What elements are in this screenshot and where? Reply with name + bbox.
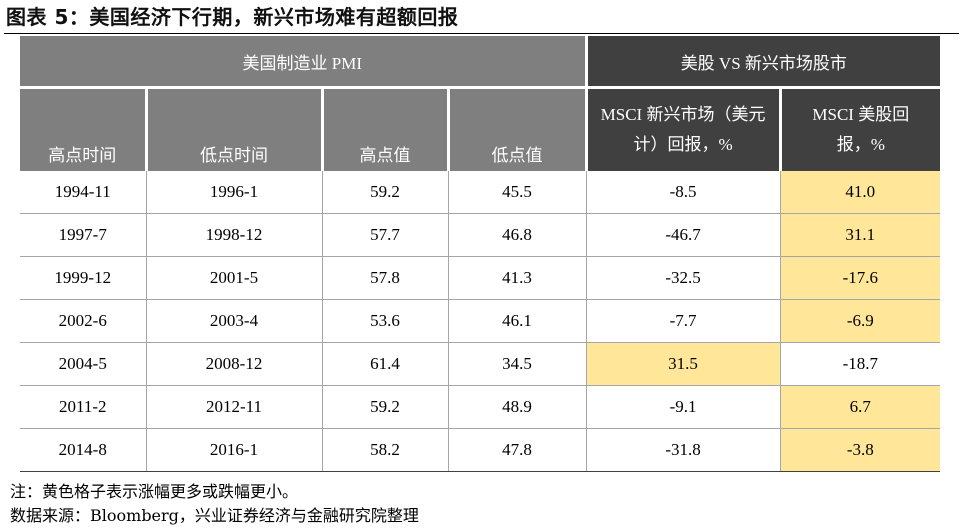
highlight-note: 注：黄色格子表示涨幅更多或跌幅更小。 (10, 482, 299, 501)
table-row: 1994-11 1996-1 59.2 45.5 -8.5 41.0 (20, 171, 941, 214)
column-header-low-value: 低点值 (448, 87, 588, 171)
us-return-cell: -17.6 (780, 256, 941, 300)
low-time-cell: 1996-1 (146, 171, 323, 214)
em-return-cell: -31.8 (586, 428, 781, 472)
low-value-cell: 34.5 (448, 342, 587, 386)
group-header-comparison: 美股 VS 新兴市场股市 (586, 36, 941, 89)
high-time-cell: 1994-11 (20, 171, 147, 214)
em-return-cell: -8.5 (586, 171, 781, 214)
table-row: 1997-7 1998-12 57.7 46.8 -46.7 31.1 (20, 213, 941, 257)
high-time-cell: 1997-7 (20, 213, 147, 257)
us-return-cell: -18.7 (780, 342, 941, 386)
figure-title: 图表 5：美国经济下行期，新兴市场难有超额回报 (6, 5, 459, 29)
high-time-cell: 2004-5 (20, 342, 147, 386)
column-header-low-time: 低点时间 (146, 87, 324, 171)
low-time-cell: 2001-5 (146, 256, 323, 300)
column-header-high-value: 高点值 (322, 87, 450, 171)
returns-table: 美国制造业 PMI 美股 VS 新兴市场股市 高点时间 低点时间 高点值 低点值… (20, 36, 941, 472)
source-note: 数据来源：Bloomberg，兴业证券经济与金融研究院整理 (10, 506, 419, 525)
column-header-em-return: MSCI 新兴市场（美元计）回报，% (586, 87, 782, 171)
high-value-cell: 59.2 (322, 171, 449, 214)
column-header-us-return: MSCI 美股回报，% (780, 87, 941, 171)
high-time-cell: 2011-2 (20, 385, 147, 429)
low-value-cell: 47.8 (448, 428, 587, 472)
table-row: 2004-5 2008-12 61.4 34.5 31.5 -18.7 (20, 342, 941, 386)
low-value-cell: 46.1 (448, 299, 587, 343)
high-time-cell: 1999-12 (20, 256, 147, 300)
low-time-cell: 2008-12 (146, 342, 323, 386)
em-return-cell: -46.7 (586, 213, 781, 257)
high-time-cell: 2014-8 (20, 428, 147, 472)
table-row: 1999-12 2001-5 57.8 41.3 -32.5 -17.6 (20, 256, 941, 300)
us-return-cell: 41.0 (780, 171, 941, 214)
high-value-cell: 57.7 (322, 213, 449, 257)
high-value-cell: 57.8 (322, 256, 449, 300)
us-return-cell: -6.9 (780, 299, 941, 343)
high-value-cell: 53.6 (322, 299, 449, 343)
low-value-cell: 48.9 (448, 385, 587, 429)
group-header-row: 美国制造业 PMI 美股 VS 新兴市场股市 (20, 36, 941, 89)
table-row: 2014-8 2016-1 58.2 47.8 -31.8 -3.8 (20, 428, 941, 472)
low-value-cell: 45.5 (448, 171, 587, 214)
em-return-cell: 31.5 (586, 342, 781, 386)
low-value-cell: 46.8 (448, 213, 587, 257)
low-time-cell: 1998-12 (146, 213, 323, 257)
table-body: 1994-11 1996-1 59.2 45.5 -8.5 41.0 1997-7 1998-… (20, 171, 941, 472)
high-time-cell: 2002-6 (20, 299, 147, 343)
em-return-cell: -32.5 (586, 256, 781, 300)
us-return-cell: -3.8 (780, 428, 941, 472)
low-value-cell: 41.3 (448, 256, 587, 300)
table-row: 2011-2 2012-11 59.2 48.9 -9.1 6.7 (20, 385, 941, 429)
em-return-cell: -7.7 (586, 299, 781, 343)
em-return-cell: -9.1 (586, 385, 781, 429)
us-return-cell: 31.1 (780, 213, 941, 257)
high-value-cell: 59.2 (322, 385, 449, 429)
high-value-cell: 61.4 (322, 342, 449, 386)
title-underline (4, 33, 959, 34)
high-value-cell: 58.2 (322, 428, 449, 472)
group-header-pmi: 美国制造业 PMI (20, 36, 588, 89)
low-time-cell: 2012-11 (146, 385, 323, 429)
low-time-cell: 2016-1 (146, 428, 323, 472)
column-header-high-time: 高点时间 (20, 87, 148, 171)
low-time-cell: 2003-4 (146, 299, 323, 343)
us-return-cell: 6.7 (780, 385, 941, 429)
column-header-row: 高点时间 低点时间 高点值 低点值 MSCI 新兴市场（美元计）回报，% MSC… (20, 87, 941, 171)
table-row: 2002-6 2003-4 53.6 46.1 -7.7 -6.9 (20, 299, 941, 343)
